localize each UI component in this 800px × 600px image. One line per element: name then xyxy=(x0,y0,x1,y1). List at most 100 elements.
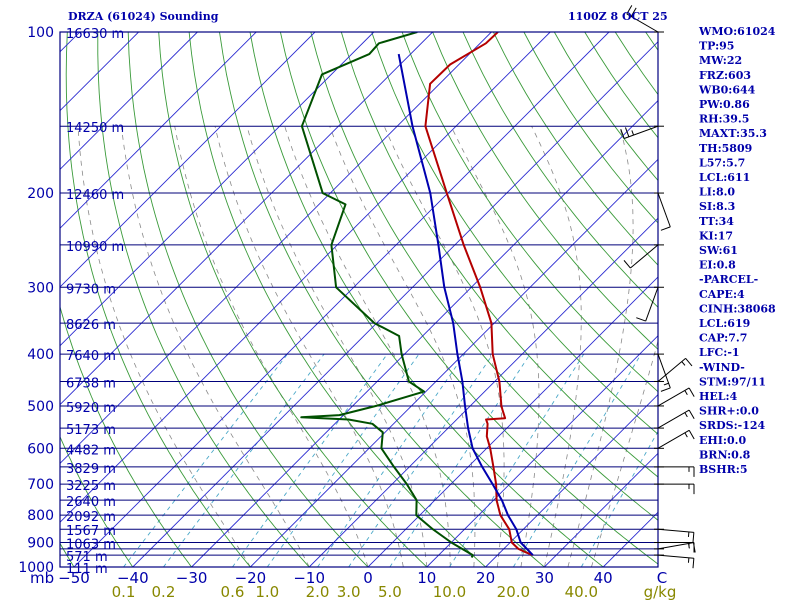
isotherm xyxy=(60,32,316,288)
wind-shaft xyxy=(657,409,690,429)
dry-adiabat xyxy=(60,305,193,567)
wind-shaft xyxy=(657,542,694,550)
wind-barb xyxy=(654,353,671,392)
pressure-label: 1000 xyxy=(18,560,54,576)
index-line: RH:39.5 xyxy=(699,113,749,126)
wind-barb-full xyxy=(623,260,631,269)
index-line: SI:8.3 xyxy=(699,200,735,213)
dry-adiabat xyxy=(65,32,251,567)
index-line: CAPE:4 xyxy=(699,288,745,301)
pressure-label: 600 xyxy=(27,441,54,457)
pressure-label: 400 xyxy=(27,347,54,363)
wind-barb xyxy=(654,466,695,477)
isotherm xyxy=(191,99,658,567)
wind-barb-half xyxy=(681,361,686,366)
index-line: EHI:0.0 xyxy=(699,434,746,447)
wind-shaft xyxy=(645,287,659,322)
height-label: 7640 m xyxy=(66,349,116,364)
temperature-tick-label: 0 xyxy=(363,569,373,587)
index-line: TH:5809 xyxy=(699,142,752,155)
height-label: 12460 m xyxy=(66,188,124,203)
dry-adiabat xyxy=(219,32,546,567)
index-line: MAXT:35.3 xyxy=(699,127,767,140)
station-title: DRZA (61024) Sounding xyxy=(68,10,219,23)
wind-shaft xyxy=(657,357,686,382)
pressure-label: 100 xyxy=(27,25,54,41)
mixing-ratio-label: 5.0 xyxy=(378,583,402,600)
wind-barb xyxy=(623,244,664,269)
height-label: 10990 m xyxy=(66,240,124,255)
height-label: 4482 m xyxy=(66,443,116,458)
isotherm xyxy=(60,32,198,171)
height-label: 1063 m xyxy=(66,538,116,553)
dry-adiabat xyxy=(432,32,658,350)
height-label: 1567 m xyxy=(66,524,116,539)
moist-adiabat xyxy=(531,126,582,567)
index-line: MW:22 xyxy=(699,54,742,67)
pressure-label: 700 xyxy=(27,477,54,493)
wind-barb xyxy=(654,554,695,569)
mixing-ratio-line xyxy=(348,353,494,567)
mixing-ratio-label: 40.0 xyxy=(565,583,598,600)
isotherm xyxy=(132,41,658,567)
wind-barb xyxy=(636,286,664,322)
wind-barb-half xyxy=(684,412,688,418)
index-line: LFC:-1 xyxy=(699,346,740,359)
dry-adiabat xyxy=(371,32,658,435)
height-label: 3225 m xyxy=(66,479,116,494)
wind-shaft xyxy=(657,429,690,449)
wind-shaft xyxy=(657,192,671,228)
wind-barb-full xyxy=(688,430,695,440)
wind-barb xyxy=(654,409,695,429)
wind-barb-full xyxy=(630,7,637,17)
mixing-ratio-line xyxy=(389,353,531,567)
index-line: LCL:611 xyxy=(699,171,750,184)
pressure-label: 200 xyxy=(27,186,54,202)
mixing-ratio-line xyxy=(123,353,288,567)
temperature-tick-label: 10 xyxy=(417,569,436,587)
index-line: KI:17 xyxy=(699,229,733,242)
mixing-ratio-label: 20.0 xyxy=(497,583,530,600)
chart-frame xyxy=(59,31,659,568)
index-line: -WIND- xyxy=(699,361,745,374)
height-label: 5173 m xyxy=(66,423,116,438)
pressure-label: 900 xyxy=(27,536,54,552)
dry-adiabat xyxy=(158,32,428,567)
height-label: 571 m xyxy=(66,550,108,565)
dry-adiabat xyxy=(462,32,658,308)
index-line: SHR+:0.0 xyxy=(699,405,759,418)
isotherm xyxy=(485,393,658,567)
moist-adiabat xyxy=(591,339,658,567)
wind-barbs xyxy=(620,5,696,569)
moist-adiabat xyxy=(174,126,369,567)
wind-barb-full xyxy=(624,127,630,137)
index-line: TP:95 xyxy=(699,40,734,53)
temperature-tick-label: −10 xyxy=(293,569,325,587)
isotherm xyxy=(308,217,658,567)
wind-barb-half xyxy=(684,432,688,438)
wind-barb xyxy=(620,125,664,139)
mixing-ratio-label: 10.0 xyxy=(433,583,466,600)
dry-adiabat xyxy=(310,32,658,521)
dry-adiabat xyxy=(249,32,604,567)
isotherm xyxy=(544,452,658,567)
dry-adiabat xyxy=(279,32,658,565)
dry-adiabat xyxy=(127,32,369,567)
mixing-ratio-unit: g/kg xyxy=(644,583,677,600)
index-line: EI:0.8 xyxy=(699,259,736,272)
index-line: FRZ:603 xyxy=(699,69,751,82)
temperature-tick-label: −40 xyxy=(117,569,149,587)
index-line: HEL:4 xyxy=(699,390,738,403)
moist-adiabat xyxy=(383,126,505,567)
height-label: 9730 m xyxy=(66,282,116,297)
sounding-profiles xyxy=(300,32,534,558)
dry-adiabat xyxy=(340,32,658,478)
wind-barb-full xyxy=(692,558,695,569)
dry-adiabat xyxy=(97,32,310,567)
temperature-tick-label: 30 xyxy=(535,569,554,587)
dewpoint-trace xyxy=(300,32,474,558)
